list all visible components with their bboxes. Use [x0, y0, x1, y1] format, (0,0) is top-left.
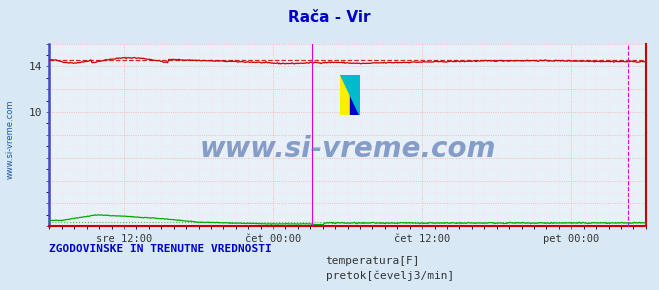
Polygon shape	[350, 75, 360, 115]
Text: ZGODOVINSKE IN TRENUTNE VREDNOSTI: ZGODOVINSKE IN TRENUTNE VREDNOSTI	[49, 244, 272, 254]
Text: www.si-vreme.com: www.si-vreme.com	[5, 99, 14, 179]
Polygon shape	[341, 75, 360, 115]
Text: temperatura[F]: temperatura[F]	[326, 256, 420, 266]
Text: pretok[čevelj3/min]: pretok[čevelj3/min]	[326, 271, 454, 281]
Polygon shape	[341, 75, 350, 115]
Text: Rača - Vir: Rača - Vir	[288, 10, 371, 25]
Text: www.si-vreme.com: www.si-vreme.com	[200, 135, 496, 164]
